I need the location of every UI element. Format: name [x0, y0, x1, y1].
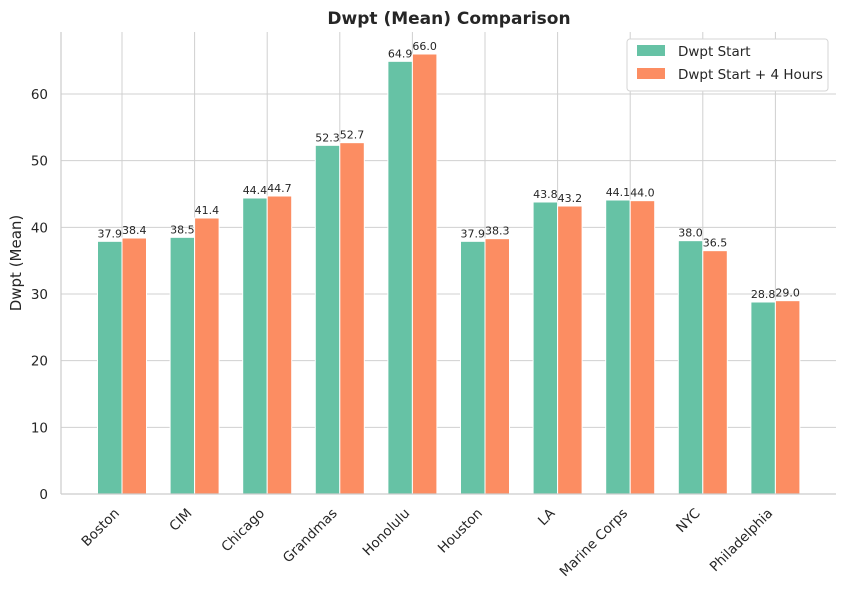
bar-value-label: 43.8	[533, 188, 558, 201]
bar-dwpt-start	[169, 236, 196, 495]
bar-value-label: 38.3	[485, 225, 510, 238]
bar-dwpt-start	[314, 144, 341, 495]
bar-value-label: 38.4	[122, 224, 147, 237]
legend-swatch-dwpt-start-4h	[637, 68, 665, 79]
bar-dwpt-start-4h	[411, 53, 438, 495]
y-tick-label: 30	[31, 287, 48, 303]
bar-dwpt-start	[460, 240, 486, 495]
bar-value-label: 37.9	[461, 227, 486, 240]
bar-dwpt-start-4h	[774, 300, 801, 495]
bar-dwpt-start-4h	[629, 200, 656, 495]
bar-value-label: 66.0	[412, 40, 437, 53]
bar-dwpt-start-4h	[484, 238, 510, 495]
y-tick-label: 20	[31, 354, 48, 370]
bar-dwpt-start-4h	[194, 217, 220, 495]
bar-value-label: 36.5	[703, 237, 728, 250]
bar-value-label: 38.5	[170, 223, 195, 236]
x-tick-label: Grandmas	[280, 506, 341, 567]
bar-dwpt-start	[750, 301, 776, 495]
bar-dwpt-start	[387, 60, 413, 495]
bar-value-label: 44.0	[630, 187, 655, 200]
bar-value-label: 44.7	[267, 182, 292, 195]
legend-label-dwpt-start: Dwpt Start	[678, 44, 751, 60]
bar-dwpt-start	[242, 197, 268, 495]
bar-value-label: 41.4	[195, 204, 220, 217]
bar-dwpt-start	[532, 201, 559, 495]
bar-value-label: 37.9	[98, 227, 123, 240]
bar-dwpt-start-4h	[557, 205, 583, 495]
bar-dwpt-start	[605, 199, 631, 495]
x-tick-label: Marine Corps	[557, 506, 631, 580]
bar-value-label: 28.8	[751, 288, 776, 301]
bar-dwpt-start	[677, 240, 704, 495]
x-tick-label: Philadelphia	[707, 506, 776, 575]
y-tick-label: 0	[39, 487, 48, 503]
x-tick-label: NYC	[673, 506, 703, 536]
bar-value-label: 29.0	[775, 287, 800, 300]
x-tick-label: LA	[535, 505, 559, 529]
x-tick-label: Honolulu	[360, 506, 414, 560]
bar-dwpt-start	[97, 240, 123, 495]
bar-value-label: 38.0	[678, 227, 703, 240]
chart-title: Dwpt (Mean) Comparison	[327, 9, 570, 29]
x-tick-label: Chicago	[218, 506, 268, 556]
bar-value-label: 64.9	[388, 47, 413, 60]
x-tick-label: CIM	[166, 506, 195, 535]
bar-value-label: 52.7	[340, 129, 365, 142]
bar-value-label: 44.4	[243, 184, 268, 197]
legend-label-dwpt-start-4h: Dwpt Start + 4 Hours	[678, 67, 823, 83]
y-tick-label: 40	[31, 220, 48, 236]
bar-value-label: 52.3	[315, 131, 340, 144]
y-tick-label: 60	[31, 87, 48, 103]
legend-frame	[626, 38, 829, 92]
y-tick-label: 10	[31, 420, 48, 436]
bar-dwpt-start-4h	[121, 237, 147, 495]
bar-dwpt-start-4h	[339, 142, 365, 495]
x-tick-label: Houston	[435, 506, 486, 557]
y-tick-label: 50	[31, 154, 48, 170]
axes-layer	[60, 32, 836, 495]
bar-value-label: 43.2	[558, 192, 583, 205]
bar-dwpt-start-4h	[266, 195, 293, 495]
bars-layer	[97, 53, 801, 495]
legend: Dwpt Start Dwpt Start + 4 Hours	[626, 38, 829, 92]
bar-dwpt-start-4h	[702, 250, 728, 495]
x-tick-label: Boston	[79, 506, 123, 550]
legend-swatch-dwpt-start	[637, 45, 665, 56]
y-axis-label: Dwpt (Mean)	[7, 215, 25, 312]
bar-value-label: 44.1	[606, 186, 631, 199]
